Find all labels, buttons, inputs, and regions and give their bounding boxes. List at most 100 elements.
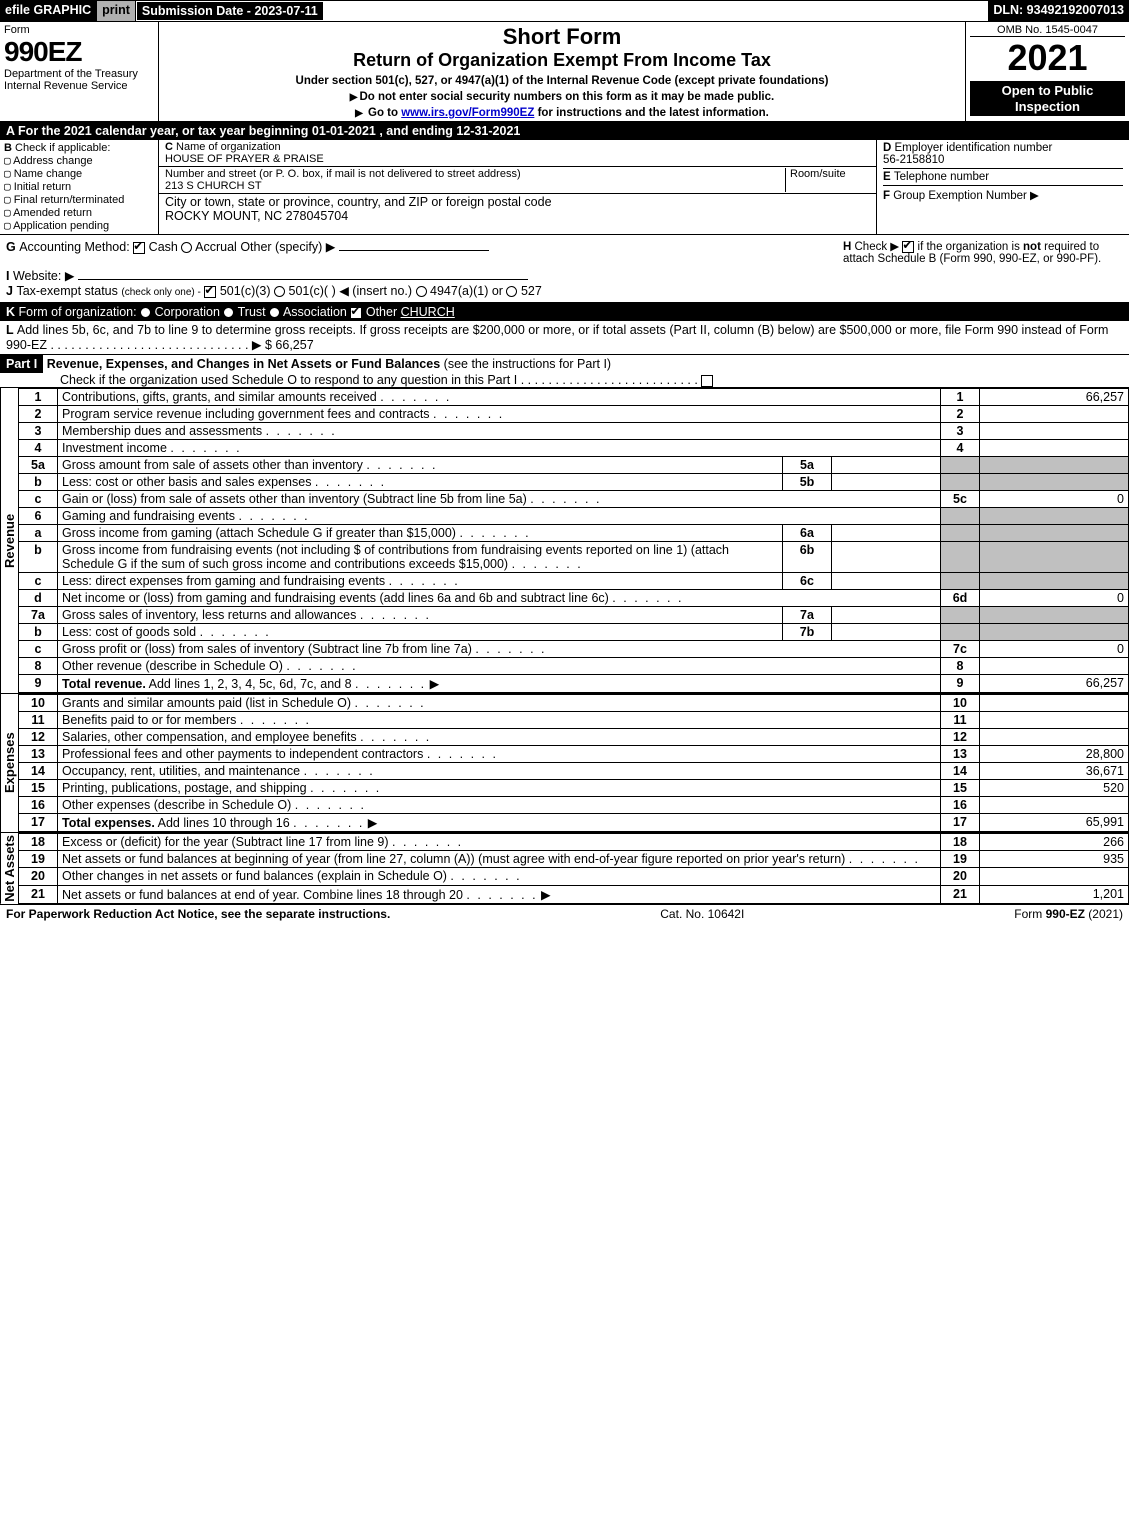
line-number: 3 <box>19 423 58 440</box>
part-i-check: Check if the organization used Schedule … <box>0 373 517 387</box>
amount-cell <box>980 406 1129 423</box>
line-number: 10 <box>19 695 58 712</box>
ein: 56-2158810 <box>883 154 944 166</box>
j-4947-radio[interactable] <box>416 286 427 297</box>
j-o3: 4947(a)(1) or <box>430 284 503 298</box>
no-ssn-line: Do not enter social security numbers on … <box>359 91 774 103</box>
right-line-ref: 21 <box>941 885 980 903</box>
amount-cell <box>980 423 1129 440</box>
efile-label: efile GRAPHIC <box>0 1 96 21</box>
line-number: 5a <box>19 457 58 474</box>
line-number: b <box>19 474 58 491</box>
print-button[interactable]: print <box>96 1 136 21</box>
j-label: Tax-exempt status <box>16 284 117 298</box>
under-section: Under section 501(c), 527, or 4947(a)(1)… <box>165 75 959 87</box>
k-trust-radio[interactable] <box>223 307 234 318</box>
mid-amount <box>832 573 941 590</box>
line-number: 19 <box>19 851 58 868</box>
mid-amount <box>832 607 941 624</box>
table-row: 19Net assets or fund balances at beginni… <box>19 851 1129 868</box>
table-row: 2Program service revenue including gover… <box>19 406 1129 423</box>
g-cash-checkbox[interactable] <box>133 242 145 254</box>
g-accrual-radio[interactable] <box>181 242 192 253</box>
amount-cell: 66,257 <box>980 675 1129 693</box>
footer-right-pre: Form <box>1014 907 1045 921</box>
right-line-ref: 3 <box>941 423 980 440</box>
k-o2: Trust <box>238 305 266 319</box>
j-501c3-checkbox[interactable] <box>204 286 216 298</box>
g-accrual: Accrual <box>195 240 237 254</box>
irs-link[interactable]: www.irs.gov/Form990EZ <box>401 107 534 119</box>
f-label: Group Exemption Number <box>893 190 1027 202</box>
k-assoc-radio[interactable] <box>269 307 280 318</box>
l-dots: . . . . . . . . . . . . . . . . . . . . … <box>47 338 262 352</box>
footer-left: For Paperwork Reduction Act Notice, see … <box>6 907 390 921</box>
line-description: Occupancy, rent, utilities, and maintena… <box>58 763 941 780</box>
arrow-icon <box>350 91 360 103</box>
e-label: Telephone number <box>894 171 989 183</box>
dln-label: DLN: 93492192007013 <box>988 1 1129 21</box>
h-bold: not <box>1023 241 1041 253</box>
shaded-cell <box>941 525 980 542</box>
line-number: c <box>19 641 58 658</box>
line-description: Net assets or fund balances at beginning… <box>58 851 941 868</box>
amount-cell: 520 <box>980 780 1129 797</box>
line-description: Gross income from gaming (attach Schedul… <box>58 525 783 542</box>
right-line-ref: 12 <box>941 729 980 746</box>
mid-line-ref: 6a <box>783 525 832 542</box>
shaded-cell <box>941 573 980 590</box>
goto-pre: Go to <box>368 107 401 119</box>
shaded-cell <box>941 607 980 624</box>
right-line-ref: 8 <box>941 658 980 675</box>
table-row: cGain or (loss) from sale of assets othe… <box>19 491 1129 508</box>
k-corp-radio[interactable] <box>140 307 151 318</box>
line-description: Net income or (loss) from gaming and fun… <box>58 590 941 607</box>
j-527-radio[interactable] <box>506 286 517 297</box>
amount-cell: 0 <box>980 590 1129 607</box>
shaded-cell <box>941 474 980 491</box>
revenue-section: Revenue 1Contributions, gifts, grants, a… <box>0 388 1129 693</box>
mid-amount <box>832 474 941 491</box>
line-description: Other changes in net assets or fund bala… <box>58 868 941 885</box>
b-opt5: Amended return <box>13 207 92 219</box>
amount-cell <box>980 729 1129 746</box>
right-line-ref: 18 <box>941 834 980 851</box>
table-row: 9Total revenue. Add lines 1, 2, 3, 4, 5c… <box>19 675 1129 693</box>
line-number: 20 <box>19 868 58 885</box>
mid-line-ref: 6c <box>783 573 832 590</box>
mid-line-ref: 7b <box>783 624 832 641</box>
shaded-cell <box>941 542 980 573</box>
submission-date: Submission Date - 2023-07-11 <box>136 1 324 21</box>
line-description: Program service revenue including govern… <box>58 406 941 423</box>
website-field <box>78 279 528 280</box>
mid-line-ref: 6b <box>783 542 832 573</box>
g-h-row: G Accounting Method: Cash Accrual Other … <box>0 235 1129 303</box>
line-number: 2 <box>19 406 58 423</box>
h-checkbox[interactable] <box>902 241 914 253</box>
line-number: 11 <box>19 712 58 729</box>
amount-cell: 36,671 <box>980 763 1129 780</box>
amount-cell: 66,257 <box>980 389 1129 406</box>
j-501c-radio[interactable] <box>274 286 285 297</box>
arrow-icon <box>355 107 365 119</box>
line-description: Net assets or fund balances at end of ye… <box>58 885 941 903</box>
mid-line-ref: 5a <box>783 457 832 474</box>
line-number: 8 <box>19 658 58 675</box>
line-number: 17 <box>19 814 58 832</box>
omb-number: OMB No. 1545-0047 <box>970 24 1125 37</box>
c-city-label: City or town, state or province, country… <box>165 195 552 209</box>
right-line-ref: 14 <box>941 763 980 780</box>
line-number: 4 <box>19 440 58 457</box>
shaded-cell <box>980 607 1129 624</box>
top-bar: efile GRAPHIC print Submission Date - 20… <box>0 0 1129 22</box>
line-description: Less: direct expenses from gaming and fu… <box>58 573 783 590</box>
k-other-checkbox[interactable] <box>350 307 362 319</box>
line-description: Gross profit or (loss) from sales of inv… <box>58 641 941 658</box>
line-number: c <box>19 491 58 508</box>
part-i-checkbox[interactable] <box>701 375 713 387</box>
line-description: Professional fees and other payments to … <box>58 746 941 763</box>
right-line-ref: 1 <box>941 389 980 406</box>
table-row: cGross profit or (loss) from sales of in… <box>19 641 1129 658</box>
table-row: 1Contributions, gifts, grants, and simil… <box>19 389 1129 406</box>
line-description: Gain or (loss) from sale of assets other… <box>58 491 941 508</box>
